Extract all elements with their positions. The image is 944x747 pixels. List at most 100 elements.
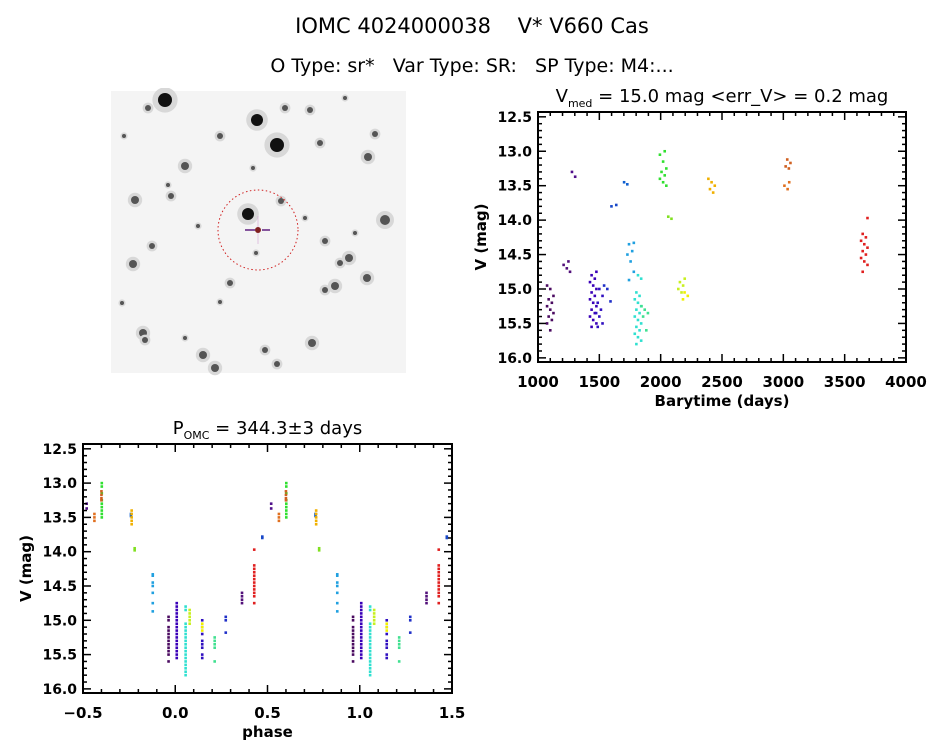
data-point (252, 574, 256, 578)
data-point (351, 625, 355, 629)
data-point (633, 332, 637, 336)
data-point (622, 180, 626, 184)
data-point (184, 636, 187, 639)
data-point (359, 646, 363, 650)
data-point (351, 632, 355, 636)
data-point (594, 311, 598, 315)
data-point (677, 287, 680, 291)
data-point (368, 673, 372, 677)
data-point (627, 242, 631, 246)
data-point (680, 291, 683, 294)
data-point (130, 509, 133, 512)
data-point (437, 594, 441, 598)
data-point (658, 153, 662, 156)
y-tick-label: 15.5 (42, 648, 77, 664)
target-star (255, 227, 261, 233)
data-point (252, 601, 256, 605)
star (308, 339, 316, 347)
y-tick-label: 14.5 (497, 248, 532, 264)
star (158, 93, 172, 107)
data-point (269, 502, 273, 505)
data-point (385, 622, 389, 626)
data-point (437, 601, 441, 605)
data-point (351, 636, 355, 639)
data-point (359, 608, 363, 612)
data-point (588, 298, 592, 301)
data-point (277, 516, 281, 519)
data-point (646, 311, 650, 315)
data-point (284, 485, 288, 488)
data-point (167, 625, 170, 629)
data-point (314, 516, 318, 519)
star (322, 238, 328, 244)
data-point (397, 636, 401, 639)
star (317, 140, 323, 146)
data-point (359, 605, 363, 608)
star (183, 336, 187, 340)
data-point (437, 574, 441, 578)
data-point (609, 300, 612, 303)
data-point (545, 304, 549, 308)
plot-frame (537, 111, 907, 363)
data-point (708, 187, 712, 191)
data-point (425, 601, 428, 605)
data-point (351, 649, 355, 653)
data-point (184, 605, 187, 608)
y-tick-label: 13.0 (42, 476, 77, 492)
data-point (167, 618, 170, 622)
x-tick-label: −0.5 (63, 704, 102, 722)
data-point (213, 646, 216, 650)
y-tick-label: 16.0 (42, 682, 77, 698)
star (251, 166, 255, 170)
data-point (188, 612, 191, 615)
star (181, 162, 189, 170)
data-point (368, 629, 372, 632)
data-point (645, 329, 648, 332)
data-point (359, 642, 363, 646)
data-point (601, 322, 604, 325)
data-point (167, 646, 170, 650)
data-point (175, 646, 179, 650)
data-point (445, 536, 449, 540)
data-point (632, 241, 636, 245)
star (122, 134, 126, 138)
data-point (252, 594, 256, 598)
data-point (359, 618, 363, 622)
data-point (100, 502, 104, 505)
data-point (368, 653, 372, 656)
data-point (252, 577, 256, 581)
data-point (595, 270, 598, 274)
data-point (317, 549, 321, 552)
data-point (213, 639, 216, 643)
data-point (175, 605, 179, 608)
data-point (596, 301, 600, 305)
data-point (866, 246, 869, 249)
data-point (713, 184, 717, 187)
data-point (184, 632, 187, 636)
star (168, 193, 174, 199)
data-point (151, 574, 155, 578)
data-point (638, 311, 641, 315)
data-point (284, 496, 288, 500)
data-point (368, 646, 372, 650)
data-point (151, 573, 155, 576)
data-point (175, 601, 179, 605)
data-point (425, 594, 428, 598)
data-point (710, 180, 713, 184)
data-point (385, 625, 389, 629)
data-point (359, 639, 363, 643)
data-point (859, 239, 863, 243)
data-point (200, 625, 204, 629)
data-point (368, 639, 372, 643)
data-point (175, 618, 179, 622)
data-point (351, 642, 355, 646)
data-point (591, 301, 595, 305)
x-tick-label: 2500 (701, 373, 743, 391)
star (331, 282, 339, 290)
data-point (359, 601, 363, 605)
data-point (630, 249, 634, 253)
data-point (100, 481, 104, 485)
data-point (626, 183, 629, 186)
data-point (200, 618, 204, 622)
data-point (284, 493, 288, 497)
